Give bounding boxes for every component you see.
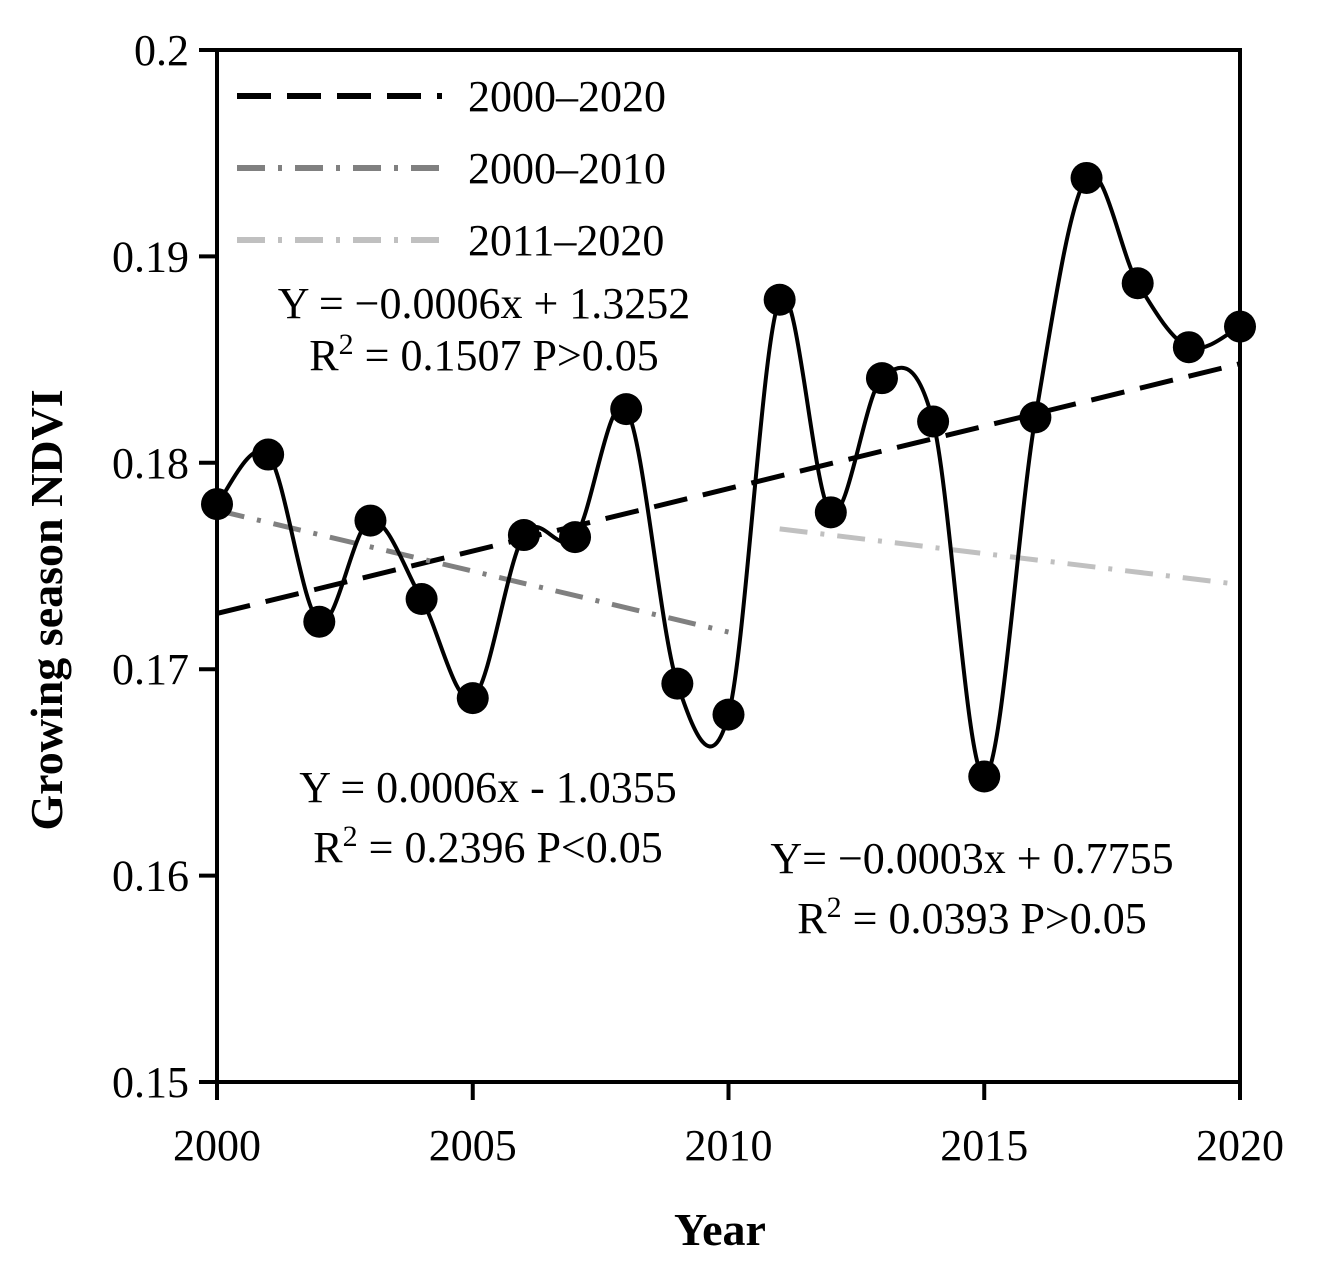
data-point-2010 bbox=[712, 698, 745, 731]
data-point-2001 bbox=[252, 438, 285, 471]
y-tick-label: 0.19 bbox=[112, 232, 189, 281]
y-tick-label: 0.17 bbox=[112, 645, 189, 694]
data-point-2018 bbox=[1121, 267, 1154, 300]
legend-label-1: 2000–2010 bbox=[468, 144, 666, 193]
data-point-2017 bbox=[1070, 161, 1103, 194]
regression-stats-1: R2 = 0.2396 P<0.05 bbox=[313, 820, 662, 872]
y-tick-label: 0.16 bbox=[112, 852, 189, 901]
y-tick-label: 0.2 bbox=[134, 26, 189, 75]
ndvi-series-line bbox=[215, 172, 1241, 779]
regression-equation-0: Y = −0.0006x + 1.3252 bbox=[278, 279, 691, 328]
x-tick-label: 2015 bbox=[940, 1121, 1028, 1170]
regression-stats-0: R2 = 0.1507 P>0.05 bbox=[309, 328, 658, 380]
data-point-2016 bbox=[1019, 401, 1052, 434]
data-point-2008 bbox=[610, 393, 643, 426]
data-point-2005 bbox=[456, 682, 489, 715]
y-axis-title: Growing season NDVI bbox=[21, 389, 72, 830]
legend-label-0: 2000–2020 bbox=[468, 72, 666, 121]
y-tick-label: 0.15 bbox=[112, 1058, 189, 1107]
x-tick-label: 2010 bbox=[685, 1121, 773, 1170]
x-tick-label: 2005 bbox=[429, 1121, 517, 1170]
data-point-2007 bbox=[559, 521, 592, 554]
trend-line-2011-2020 bbox=[779, 526, 1241, 588]
data-point-2002 bbox=[303, 605, 336, 638]
data-point-2014 bbox=[917, 405, 950, 438]
data-point-2003 bbox=[354, 504, 387, 537]
regression-equation-1: Y = 0.0006x - 1.0355 bbox=[299, 763, 677, 812]
data-point-2004 bbox=[405, 583, 438, 616]
x-axis-title: Year bbox=[674, 1204, 766, 1255]
x-tick-label: 2020 bbox=[1196, 1121, 1284, 1170]
legend-label-2: 2011–2020 bbox=[468, 216, 664, 265]
data-point-2015 bbox=[968, 760, 1001, 793]
y-tick-label: 0.18 bbox=[112, 439, 189, 488]
data-point-2009 bbox=[661, 667, 694, 700]
x-tick-label: 2000 bbox=[173, 1121, 261, 1170]
data-point-2013 bbox=[865, 362, 898, 395]
data-point-2006 bbox=[507, 519, 540, 552]
data-point-2011 bbox=[763, 283, 796, 316]
data-point-2019 bbox=[1172, 331, 1205, 364]
data-point-2012 bbox=[814, 496, 847, 529]
regression-equation-2: Y= −0.0003x + 0.7755 bbox=[770, 834, 1173, 883]
trend-line-2000-2020 bbox=[216, 361, 1241, 616]
regression-stats-2: R2 = 0.0393 P>0.05 bbox=[797, 891, 1146, 943]
